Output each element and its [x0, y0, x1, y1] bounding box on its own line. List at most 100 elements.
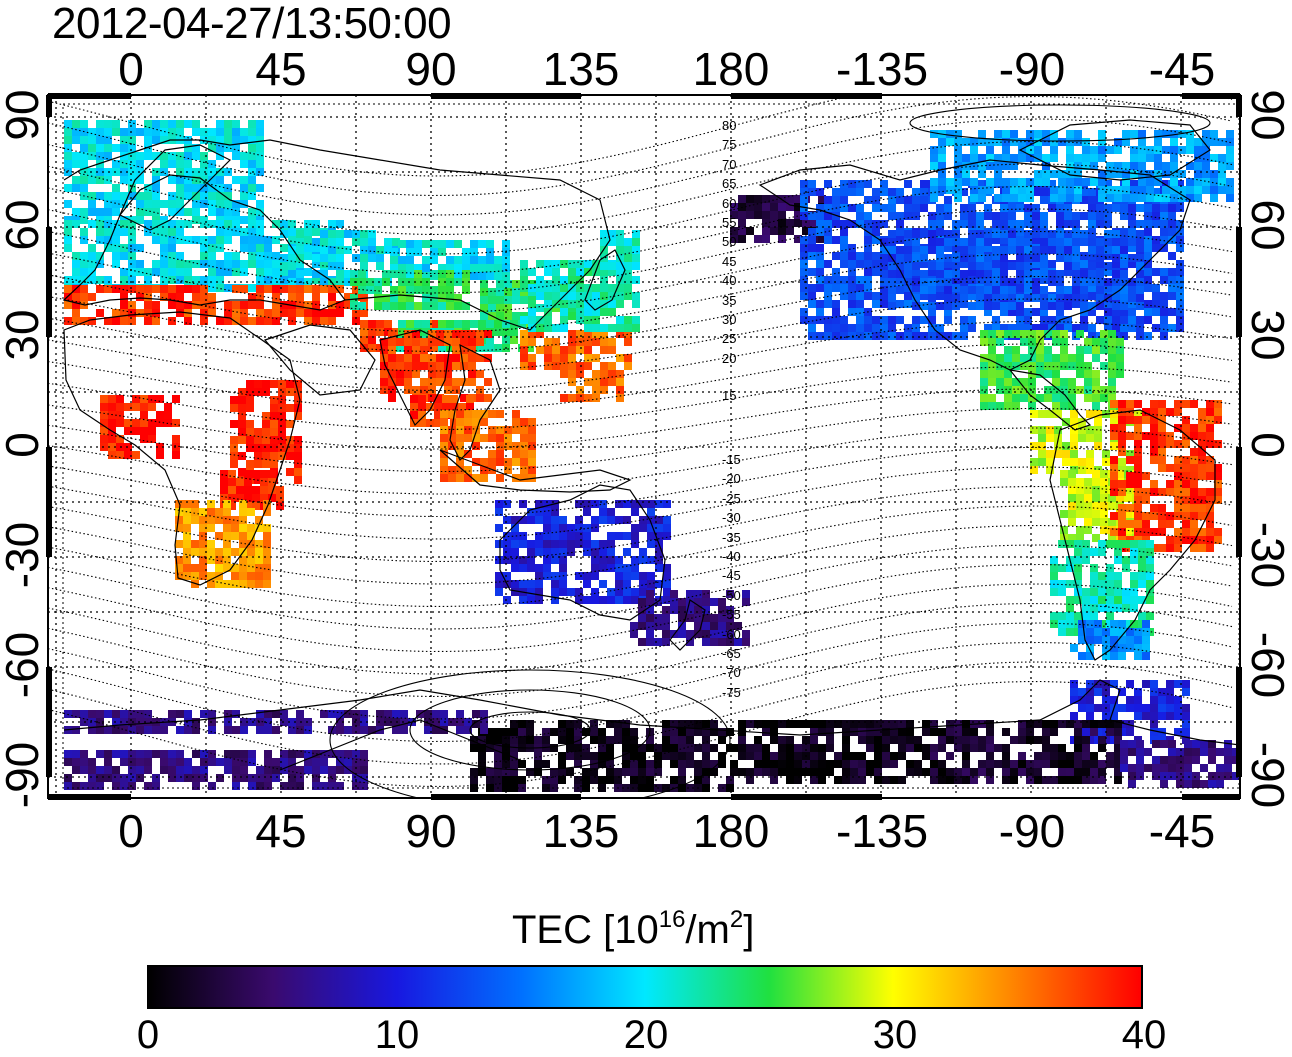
tec-cell [960, 316, 968, 324]
tec-cell [568, 268, 576, 276]
tec-cell [856, 324, 864, 332]
tec-cell [1146, 572, 1154, 580]
tec-cell [1208, 772, 1216, 780]
tec-cell [256, 244, 264, 252]
tec-cell [478, 736, 486, 744]
tec-cell [519, 532, 527, 540]
tec-cell [670, 776, 678, 784]
tec-cell [248, 128, 256, 136]
tec-cell [864, 292, 872, 300]
tec-cell [880, 284, 888, 292]
tec-cell [551, 540, 559, 548]
tec-cell [824, 212, 832, 220]
tec-cell [638, 598, 646, 606]
tec-cell [778, 768, 786, 776]
tec-cell [866, 728, 874, 736]
tec-cell [527, 516, 535, 524]
tec-cell [1168, 236, 1176, 244]
tec-cell [623, 596, 631, 604]
tec-cell [882, 776, 890, 784]
tec-cell [1144, 236, 1152, 244]
tec-cell [264, 750, 272, 758]
tec-cell [238, 420, 246, 428]
tec-cell [464, 418, 472, 426]
tec-cell [1190, 424, 1198, 432]
tec-cell [444, 386, 452, 394]
tec-cell [200, 200, 208, 208]
tec-cell [1098, 760, 1106, 768]
tec-cell [248, 774, 256, 782]
tec-cell [200, 750, 208, 758]
tec-cell [414, 278, 422, 286]
tec-cell [994, 162, 1002, 170]
tec-cell [312, 293, 320, 301]
tec-cell [504, 304, 512, 312]
tec-cell [576, 330, 584, 338]
tec-cell [1086, 466, 1094, 474]
tec-cell [856, 332, 864, 340]
tec-cell [1138, 178, 1146, 186]
tec-cell [176, 766, 184, 774]
tec-cell [840, 220, 848, 228]
tec-cell [100, 403, 108, 411]
tec-cell [248, 184, 256, 192]
tec-cell [1058, 612, 1066, 620]
tec-cell [1058, 776, 1066, 784]
tec-cell [239, 532, 247, 540]
tec-cell [824, 284, 832, 292]
tec-cell [608, 362, 616, 370]
tec-cell [1120, 740, 1128, 748]
tec-cell [898, 776, 906, 784]
tec-cell [414, 240, 422, 248]
contour-line [48, 583, 1233, 675]
tec-cell [1134, 416, 1142, 424]
tec-cell [770, 211, 778, 219]
tec-cell [970, 768, 978, 776]
tec-cell [754, 235, 762, 243]
tec-cell [232, 176, 240, 184]
tec-cell [702, 744, 710, 752]
tec-cell [64, 276, 72, 284]
tec-cell [252, 470, 260, 478]
tec-cell [152, 192, 160, 200]
tec-cell [1118, 480, 1126, 488]
tec-cell [128, 128, 136, 136]
tec-cell [1136, 756, 1144, 764]
tec-cell [208, 192, 216, 200]
tec-cell [104, 276, 112, 284]
tec-cell [168, 200, 176, 208]
tec-cell [543, 532, 551, 540]
tec-cell [256, 293, 264, 301]
tec-cell [1074, 572, 1082, 580]
tec-cell [976, 230, 984, 238]
tec-cell [1076, 478, 1084, 486]
tec-cell [906, 768, 914, 776]
tec-cell [582, 752, 590, 760]
tec-cell [1202, 130, 1210, 138]
tec-cell [654, 638, 662, 646]
tec-cell [928, 262, 936, 270]
tec-cell [896, 228, 904, 236]
tec-cell [120, 244, 128, 252]
tec-cell [312, 270, 320, 278]
tec-cell [248, 260, 256, 268]
tec-cell [1210, 130, 1218, 138]
tec-cell [1088, 262, 1096, 270]
tec-cell [208, 208, 216, 216]
tec-cell [1168, 276, 1176, 284]
tec-cell [1080, 324, 1088, 332]
tec-cell [954, 186, 962, 194]
australia-coast [499, 484, 666, 621]
tec-cell [880, 300, 888, 308]
tec-cell [1092, 518, 1100, 526]
tec-cell [1226, 130, 1234, 138]
tec-cell [360, 328, 368, 336]
tec-cell [476, 394, 484, 402]
tec-cell [1118, 448, 1126, 456]
tec-cell [566, 768, 574, 776]
tec-cell [192, 260, 200, 268]
tec-cell [168, 192, 176, 200]
tec-cell [312, 260, 320, 268]
tec-cell [920, 286, 928, 294]
tec-cell [1024, 236, 1032, 244]
